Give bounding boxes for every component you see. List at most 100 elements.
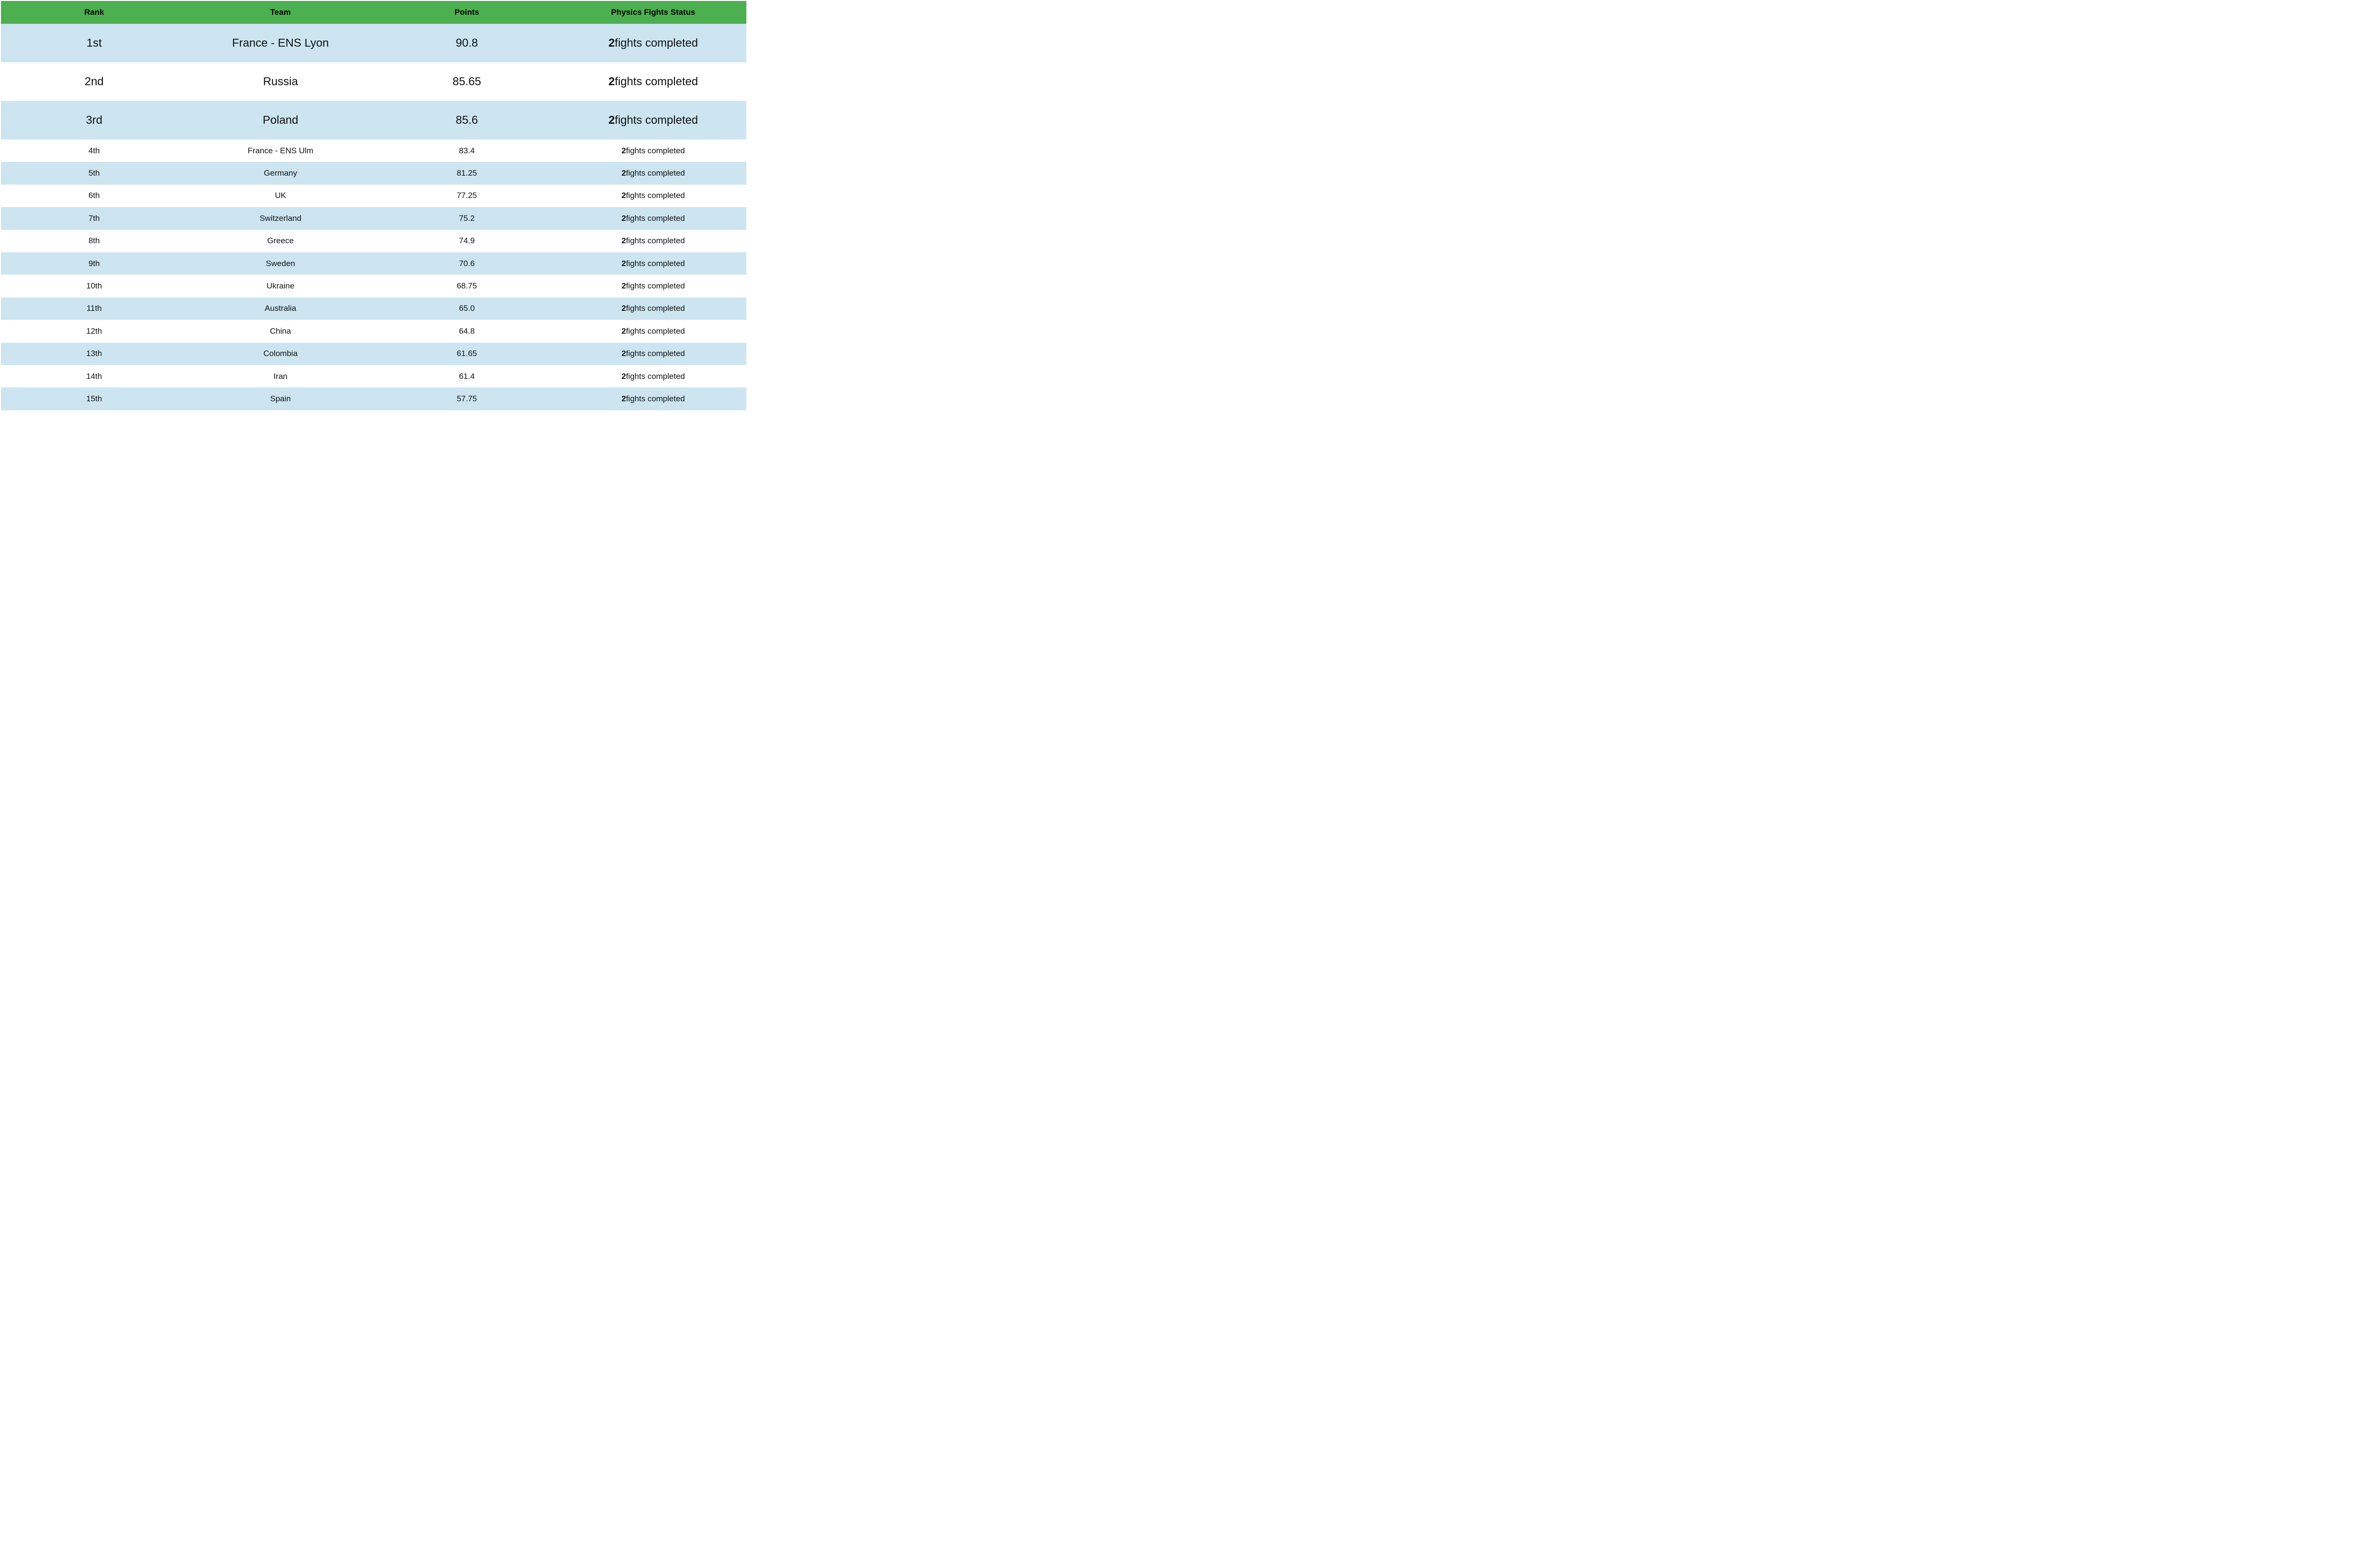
team-cell: Greece [267, 236, 294, 246]
rank-cell: 8th [88, 236, 100, 246]
rank-cell: 10th [86, 281, 102, 291]
page: Rank Team Points Physics Fights Status 1… [0, 0, 746, 410]
points-cell: 75.2 [459, 213, 475, 223]
status-cell: 2 fights completed [560, 343, 747, 365]
table-row: 5th Germany 81.25 2 fights completed [1, 162, 747, 185]
status-suffix: fights completed [626, 191, 685, 200]
team-cell: Poland [262, 113, 298, 127]
team-cell: France - ENS Lyon [232, 36, 329, 50]
rank-cell: 3rd [86, 113, 103, 127]
status-cell: 2 fights completed [560, 162, 747, 184]
rank-cell: 9th [88, 258, 100, 268]
status-suffix: fights completed [626, 169, 685, 178]
rank-cell: 12th [86, 326, 102, 336]
table-row: 10th Ukraine 68.75 2 fights completed [1, 275, 747, 298]
status-suffix: fights completed [626, 304, 685, 313]
points-cell: 65.0 [459, 304, 475, 313]
status-suffix: fights completed [626, 213, 685, 223]
status-suffix: fights completed [615, 75, 698, 88]
table-row: 11th Australia 65.0 2 fights completed [1, 297, 746, 320]
points-cell: 85.6 [456, 113, 478, 127]
table-row: 2nd Russia 85.65 2 fights completed [1, 62, 746, 101]
status-cell: 2 fights completed [560, 139, 747, 162]
table-row: 4th France - ENS Ulm 83.4 2 fights compl… [1, 139, 746, 162]
status-cell: 2 fights completed [560, 320, 747, 342]
rank-cell: 1st [86, 36, 102, 50]
column-header-points: Points [454, 8, 479, 17]
team-cell: UK [275, 191, 287, 200]
status-suffix: fights completed [626, 281, 685, 291]
table-header: Rank Team Points Physics Fights Status [1, 1, 746, 24]
points-cell: 70.6 [459, 258, 475, 268]
table-body: 1st France - ENS Lyon 90.8 2 fights comp… [1, 24, 746, 410]
rank-cell: 14th [86, 371, 102, 381]
fights-count: 2 [621, 349, 626, 358]
fights-count: 2 [621, 191, 626, 200]
team-cell: Sweden [266, 258, 295, 268]
status-suffix: fights completed [615, 36, 698, 50]
rank-cell: 11th [86, 304, 102, 313]
team-cell: France - ENS Ulm [248, 146, 314, 155]
points-cell: 74.9 [459, 236, 475, 246]
status-cell: 2 fights completed [560, 62, 747, 101]
team-cell: Switzerland [259, 213, 302, 223]
points-cell: 81.25 [456, 169, 477, 178]
table-row: 14th Iran 61.4 2 fights completed [1, 365, 747, 388]
status-cell: 2 fights completed [560, 387, 747, 410]
column-header-rank: Rank [84, 8, 104, 17]
table-row: 12th China 64.8 2 fights completed [1, 320, 747, 343]
points-cell: 57.75 [456, 394, 477, 403]
fights-count: 2 [608, 75, 615, 88]
points-cell: 61.65 [456, 349, 477, 358]
rank-cell: 13th [86, 349, 102, 358]
fights-count: 2 [621, 213, 626, 223]
status-cell: 2 fights completed [560, 275, 747, 297]
status-suffix: fights completed [626, 371, 685, 381]
fights-count: 2 [621, 258, 626, 268]
fights-count: 2 [621, 281, 626, 291]
status-cell: 2 fights completed [560, 230, 747, 252]
status-cell: 2 fights completed [560, 101, 747, 139]
status-cell: 2 fights completed [560, 185, 747, 207]
status-cell: 2 fights completed [560, 365, 747, 387]
points-cell: 68.75 [456, 281, 477, 291]
status-suffix: fights completed [626, 394, 685, 403]
team-cell: China [270, 326, 291, 336]
points-cell: 61.4 [459, 371, 475, 381]
table-row: 6th UK 77.25 2 fights completed [1, 184, 747, 208]
results-table: Rank Team Points Physics Fights Status 1… [1, 1, 746, 410]
table-row: 3rd Poland 85.6 2 fights completed [1, 101, 746, 139]
column-header-team: Team [270, 8, 291, 17]
fights-count: 2 [621, 326, 626, 336]
status-suffix: fights completed [626, 326, 685, 336]
status-suffix: fights completed [626, 146, 685, 155]
rank-cell: 6th [88, 191, 100, 200]
points-cell: 64.8 [459, 326, 475, 336]
table-row: 9th Sweden 70.6 2 fights completed [1, 252, 746, 275]
fights-count: 2 [621, 236, 626, 246]
team-cell: Spain [270, 394, 291, 403]
rank-cell: 2nd [84, 75, 104, 88]
status-suffix: fights completed [626, 236, 685, 246]
team-cell: Colombia [263, 349, 298, 358]
rank-cell: 4th [88, 146, 100, 155]
rank-cell: 5th [88, 169, 100, 178]
rank-cell: 7th [88, 213, 100, 223]
rank-cell: 15th [86, 394, 102, 403]
status-cell: 2 fights completed [560, 24, 747, 62]
fights-count: 2 [621, 394, 626, 403]
table-row: 7th Switzerland 75.2 2 fights completed [1, 207, 747, 230]
table-row: 1st France - ENS Lyon 90.8 2 fights comp… [1, 24, 746, 62]
fights-count: 2 [621, 304, 626, 313]
points-cell: 85.65 [452, 75, 481, 88]
fights-count: 2 [608, 36, 615, 50]
points-cell: 77.25 [456, 191, 477, 200]
team-cell: Iran [273, 371, 288, 381]
table-row: 13th Colombia 61.65 2 fights completed [1, 342, 747, 365]
fights-count: 2 [621, 169, 626, 178]
team-cell: Ukraine [266, 281, 295, 291]
status-suffix: fights completed [626, 349, 685, 358]
status-cell: 2 fights completed [560, 207, 747, 229]
points-cell: 83.4 [459, 146, 475, 155]
status-cell: 2 fights completed [560, 252, 747, 275]
